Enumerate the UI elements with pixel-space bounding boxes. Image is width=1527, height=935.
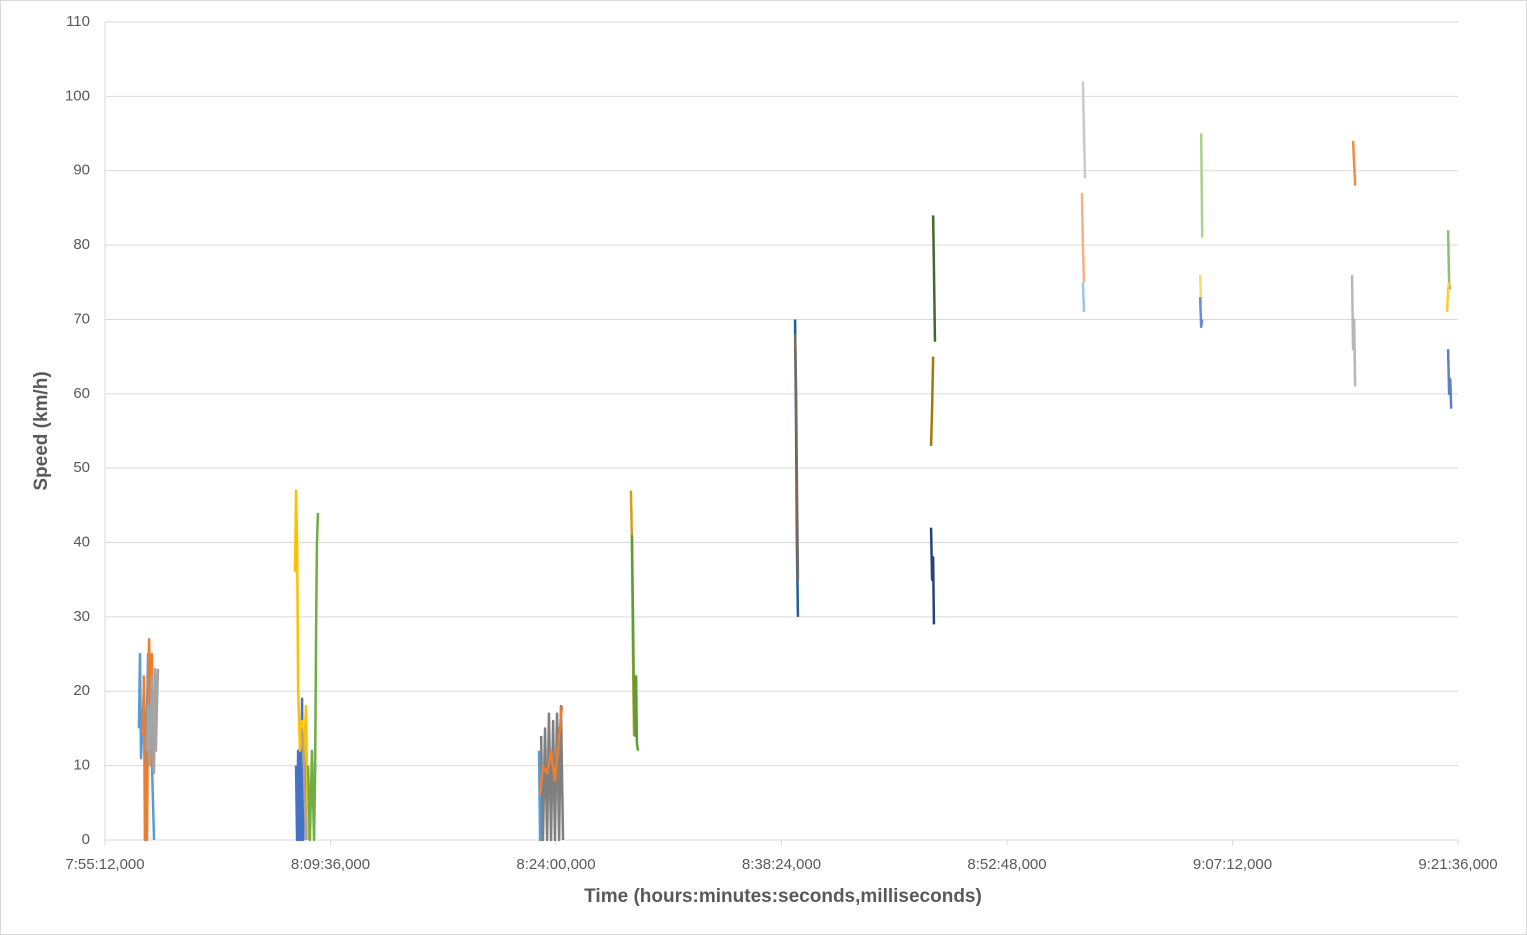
series-line [1350,274,1357,387]
y-tick-label: 70 [73,310,90,327]
x-tick-label: 8:24:00,000 [516,856,595,873]
y-tick-label: 30 [73,608,90,625]
series-line [1446,349,1453,409]
series-line [1446,230,1452,290]
x-tick-label: 8:38:24,000 [742,856,821,873]
y-tick-label: 60 [73,385,90,402]
y-tick-label: 110 [66,13,90,30]
x-tick-label: 8:52:48,000 [967,856,1046,873]
y-tick-label: 0 [82,831,90,848]
series-line [1080,193,1086,283]
y-tick-label: 40 [73,534,90,551]
x-tick-label: 8:09:36,000 [291,856,370,873]
y-tick-label: 50 [73,459,90,476]
x-tick-label: 9:21:36,000 [1418,856,1497,873]
y-tick-label: 80 [73,236,90,253]
x-tick-label: 9:07:12,000 [1193,856,1272,873]
x-axis-title: Time (hours:minutes:seconds,milliseconds… [584,886,982,907]
series-line [929,356,935,446]
series-line [293,489,310,841]
series-line [929,527,936,625]
series-line [1081,282,1086,313]
series-line [1198,297,1204,329]
y-tick-label: 100 [65,87,90,104]
series-line [931,215,937,342]
series-line [630,535,640,751]
y-tick-label: 90 [73,162,90,179]
x-tick-label: 7:55:12,000 [65,856,144,873]
y-tick-label: 10 [73,757,90,774]
y-axis-title: Speed (km/h) [31,371,52,490]
series-line [145,667,160,775]
y-tick-label: 20 [73,682,90,699]
series-line [1351,140,1357,186]
series-line [539,704,565,842]
series-line [300,728,308,841]
series-line [1445,282,1451,313]
series-line [538,706,564,796]
series-line [1199,133,1204,238]
series-line [306,512,320,842]
series-line [793,334,800,580]
series-line [1081,81,1087,179]
